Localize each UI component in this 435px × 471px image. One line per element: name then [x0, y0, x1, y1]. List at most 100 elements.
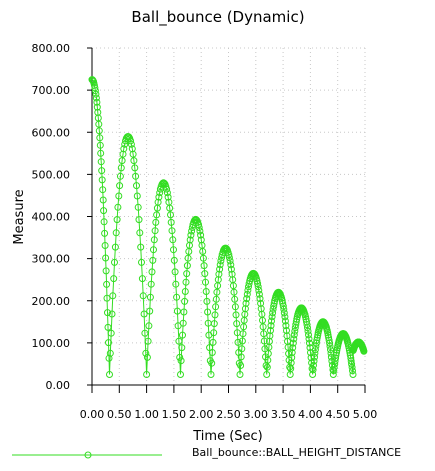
data-point — [287, 359, 295, 367]
data-point — [290, 331, 298, 339]
data-point — [102, 254, 110, 262]
data-point — [172, 280, 180, 288]
data-point — [199, 248, 207, 255]
data-point — [230, 288, 238, 296]
data-point — [269, 309, 277, 317]
data-point — [202, 278, 209, 286]
data-point — [156, 189, 164, 197]
data-point — [101, 242, 109, 249]
data-point — [305, 331, 312, 339]
data-point — [150, 236, 158, 244]
data-point — [106, 371, 113, 378]
x-tick-label: 3.00 — [244, 408, 269, 421]
data-point — [148, 268, 156, 276]
x-tick-label: 2.50 — [216, 408, 241, 421]
data-point — [133, 192, 141, 200]
data-point — [260, 330, 268, 338]
y-tick-label: 0.00 — [46, 379, 71, 392]
data-point — [91, 87, 99, 95]
data-point — [237, 362, 245, 369]
data-point — [311, 346, 319, 354]
data-point — [231, 295, 239, 303]
data-point — [113, 216, 121, 224]
y-tick-label: 400.00 — [32, 211, 71, 224]
data-point — [348, 360, 356, 368]
data-point — [267, 322, 275, 330]
data-point — [125, 133, 133, 141]
data-point — [327, 353, 335, 361]
data-point — [146, 293, 154, 301]
x-ticks: 0.00 0.50 1.00 1.50 2.00 2.50 3.00 3.50 4.00 4.50… — [80, 385, 378, 421]
data-point — [135, 216, 143, 224]
data-point — [282, 322, 290, 330]
data-point — [142, 349, 150, 357]
data-point — [310, 357, 318, 365]
legend-label: Ball_bounce::BALL_HEIGHT_DISTANCE — [192, 446, 401, 459]
data-point — [216, 265, 224, 273]
data-point — [281, 313, 289, 321]
x-tick-label: 4.50 — [325, 408, 350, 421]
data-point — [134, 203, 142, 211]
data-point — [257, 299, 265, 307]
data-point — [207, 371, 215, 378]
y-tick-label: 600.00 — [32, 126, 71, 139]
data-point — [279, 302, 287, 310]
data-point — [213, 288, 221, 296]
data-point — [117, 164, 125, 172]
data-point — [243, 290, 251, 298]
data-point — [163, 189, 171, 197]
data-point — [326, 342, 334, 350]
data-point — [92, 94, 100, 102]
data-point — [149, 256, 157, 264]
data-point — [264, 356, 272, 364]
data-point — [263, 371, 271, 378]
data-point — [218, 254, 226, 261]
data-point — [188, 224, 196, 231]
data-point — [216, 261, 224, 269]
data-point — [292, 318, 300, 326]
data-point — [215, 270, 223, 278]
x-tick-label: 5.00 — [353, 408, 378, 421]
data-point — [184, 254, 192, 262]
data-point — [209, 338, 217, 346]
data-point — [108, 310, 116, 318]
data-point — [347, 357, 355, 365]
data-point — [143, 353, 151, 361]
data-point — [232, 311, 240, 319]
data-point — [164, 193, 172, 201]
data-point — [177, 357, 185, 365]
data-point — [93, 98, 101, 106]
data-point — [182, 278, 190, 286]
data-point — [101, 229, 109, 237]
data-point — [98, 176, 106, 184]
data-point — [204, 308, 212, 316]
data-point — [226, 257, 234, 265]
legend-marker-swatch — [84, 451, 92, 459]
data-point — [311, 349, 319, 357]
data-point — [95, 120, 103, 128]
data-point — [98, 167, 106, 175]
data-point — [97, 158, 105, 166]
data-point — [210, 320, 218, 328]
data-point — [310, 361, 317, 369]
data-point — [109, 292, 117, 300]
data-point — [280, 305, 288, 313]
data-point — [173, 293, 181, 301]
data-point — [225, 254, 233, 261]
data-point — [111, 243, 119, 251]
data-point — [103, 280, 111, 288]
data-point — [144, 337, 152, 345]
x-tick-label: 3.50 — [271, 408, 296, 421]
data-point — [238, 345, 246, 353]
data-point — [91, 84, 99, 92]
data-point — [127, 140, 135, 148]
data-point — [241, 305, 249, 313]
data-point — [233, 320, 241, 328]
data-point — [136, 229, 144, 237]
data-point — [93, 103, 101, 111]
data-point — [118, 157, 126, 165]
data-point — [227, 265, 235, 273]
y-tick-label: 800.00 — [32, 42, 71, 55]
data-point — [255, 290, 263, 298]
data-point — [170, 246, 177, 254]
